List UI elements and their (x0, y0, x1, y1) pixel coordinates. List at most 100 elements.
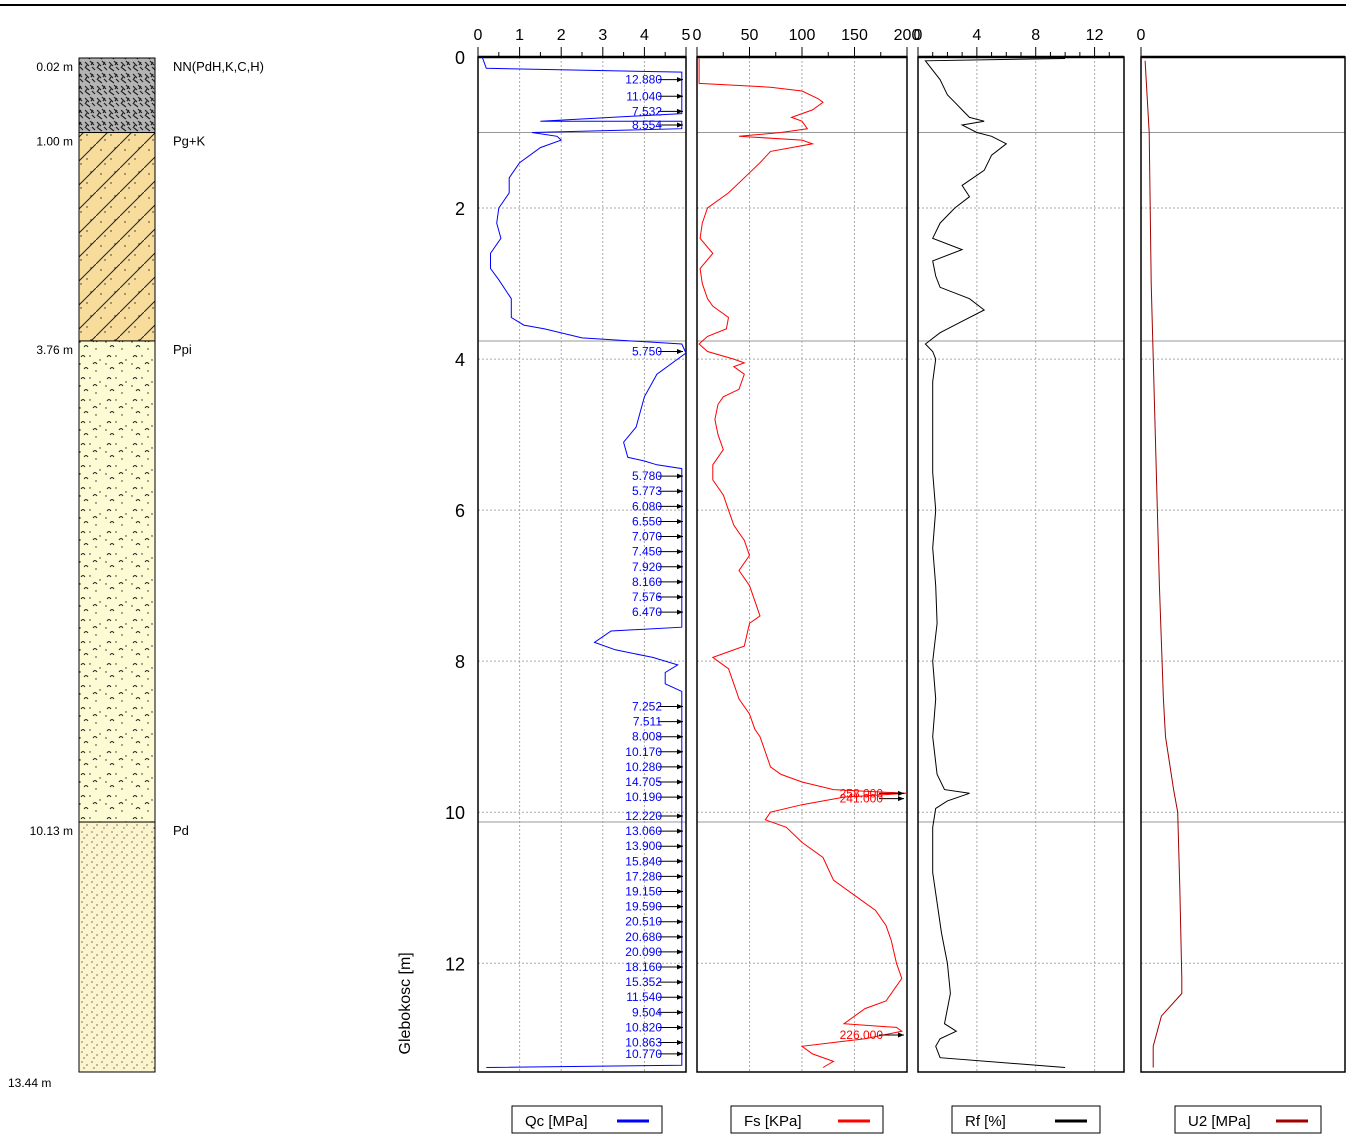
callout-label: 19.590 (625, 900, 662, 914)
series-line (1144, 60, 1183, 1068)
callout-arrowhead (898, 790, 904, 796)
x-tick-label: 0 (474, 27, 483, 44)
callout-arrowhead (677, 828, 683, 834)
callout-arrowhead (677, 609, 683, 615)
callout-arrowhead (898, 1032, 904, 1038)
depth-axis: 0 2 4 6 8 10 12 Glebokosc [m] (397, 48, 465, 1055)
depth-tick-label: 4 (455, 350, 465, 370)
callout-arrowhead (677, 349, 683, 355)
depth-tick-label: 6 (455, 501, 465, 521)
panel-frame (1140, 56, 1346, 1073)
callout-label: 10.770 (625, 1047, 662, 1061)
x-tick-label: 150 (841, 27, 868, 44)
callout-label: 6.550 (632, 514, 662, 528)
layer-top-depth: 10.13 m (30, 824, 73, 838)
callout-arrowhead (677, 964, 683, 970)
depth-tick-label: 0 (455, 48, 465, 68)
callout-label: 5.773 (632, 484, 662, 498)
x-tick-label: 0 (1137, 27, 1146, 44)
callout-arrowhead (677, 1040, 683, 1046)
layer-name: NN(PdH,K,C,H) (173, 59, 264, 74)
callout-label: 14.705 (625, 775, 662, 789)
x-tick-label: 3 (598, 27, 607, 44)
depth-tick-label: 8 (455, 652, 465, 672)
panel-3: 0 (1137, 27, 1346, 1073)
callout-arrowhead (677, 93, 683, 99)
callout-arrowhead (677, 779, 683, 785)
callout-arrowhead (677, 949, 683, 955)
callout-arrowhead (677, 108, 683, 114)
callout-arrowhead (677, 594, 683, 600)
callout-arrowhead (677, 534, 683, 540)
callout-label: 9.504 (632, 1005, 662, 1019)
layer-name: Pg+K (173, 134, 205, 149)
lithology-layer (78, 340, 156, 823)
callout-label: 13.900 (625, 839, 662, 853)
callout-label: 8.008 (632, 730, 662, 744)
callout-arrowhead (677, 934, 683, 940)
legend-label: Fs [KPa] (744, 1113, 802, 1130)
bottom-depth: 13.44 m (8, 1076, 51, 1090)
callout-arrowhead (677, 518, 683, 524)
callout-label: 10.820 (625, 1020, 662, 1034)
legend-label: Qc [MPa] (525, 1113, 588, 1130)
callout-label: 7.252 (632, 699, 662, 713)
callout-label: 226.000 (840, 1028, 884, 1042)
layer-top-depth: 1.00 m (36, 135, 73, 149)
callout-label: 20.510 (625, 915, 662, 929)
callout-label: 6.080 (632, 499, 662, 513)
callout-label: 6.470 (632, 605, 662, 619)
depth-tick-label: 2 (455, 199, 465, 219)
callout-label: 12.880 (625, 73, 662, 87)
callout-arrowhead (677, 77, 683, 83)
callout-arrowhead (677, 564, 683, 570)
x-tick-label: 0 (693, 27, 702, 44)
legend-label: U2 [MPa] (1188, 1113, 1251, 1130)
callout-arrowhead (677, 122, 683, 128)
x-tick-label: 100 (789, 27, 816, 44)
callout-arrowhead (677, 764, 683, 770)
callout-arrowhead (677, 994, 683, 1000)
callout-arrowhead (898, 796, 904, 802)
x-tick-label: 5 (682, 27, 691, 44)
depth-axis-title: Glebokosc [m] (397, 952, 414, 1054)
x-tick-label: 1 (515, 27, 524, 44)
panel-frame (917, 56, 1125, 1073)
callout-label: 10.863 (625, 1036, 662, 1050)
panel-2: 0 4 8 12 (914, 27, 1125, 1073)
layer-top-depth: 3.76 m (36, 343, 73, 357)
callout-label: 11.040 (626, 89, 662, 103)
callout-label: 7.070 (632, 530, 662, 544)
callout-label: 10.280 (625, 760, 662, 774)
callout-label: 5.780 (632, 469, 662, 483)
callout-arrowhead (677, 979, 683, 985)
callout-arrowhead (677, 473, 683, 479)
legend-label: Rf [%] (965, 1113, 1006, 1130)
callout-arrowhead (677, 1009, 683, 1015)
layer-top-depth: 0.02 m (36, 60, 73, 74)
x-tick-label: 50 (741, 27, 759, 44)
callout-arrowhead (677, 889, 683, 895)
x-tick-label: 12 (1086, 27, 1104, 44)
callout-label: 20.090 (625, 945, 662, 959)
x-tick-label: 4 (640, 27, 649, 44)
callout-label: 8.160 (632, 575, 662, 589)
depth-tick-label: 12 (445, 954, 465, 974)
cpt-panels: 0 1 2 3 4 512.88011.0407.5328.5545.7505.7805.… (474, 27, 1346, 1073)
callout-label: 7.532 (632, 104, 662, 118)
callout-arrowhead (677, 719, 683, 725)
callout-arrowhead (677, 749, 683, 755)
callout-label: 18.160 (625, 960, 662, 974)
lithology-layer (78, 132, 156, 342)
lithology-layer (78, 57, 156, 134)
callout-label: 15.840 (625, 854, 662, 868)
layer-name: Ppi (173, 342, 192, 357)
callout-arrowhead (677, 843, 683, 849)
callout-label: 10.190 (625, 790, 662, 804)
callout-arrowhead (677, 873, 683, 879)
layer-name: Pd (173, 823, 189, 838)
callout-arrowhead (677, 1024, 683, 1030)
callout-arrowhead (677, 904, 683, 910)
